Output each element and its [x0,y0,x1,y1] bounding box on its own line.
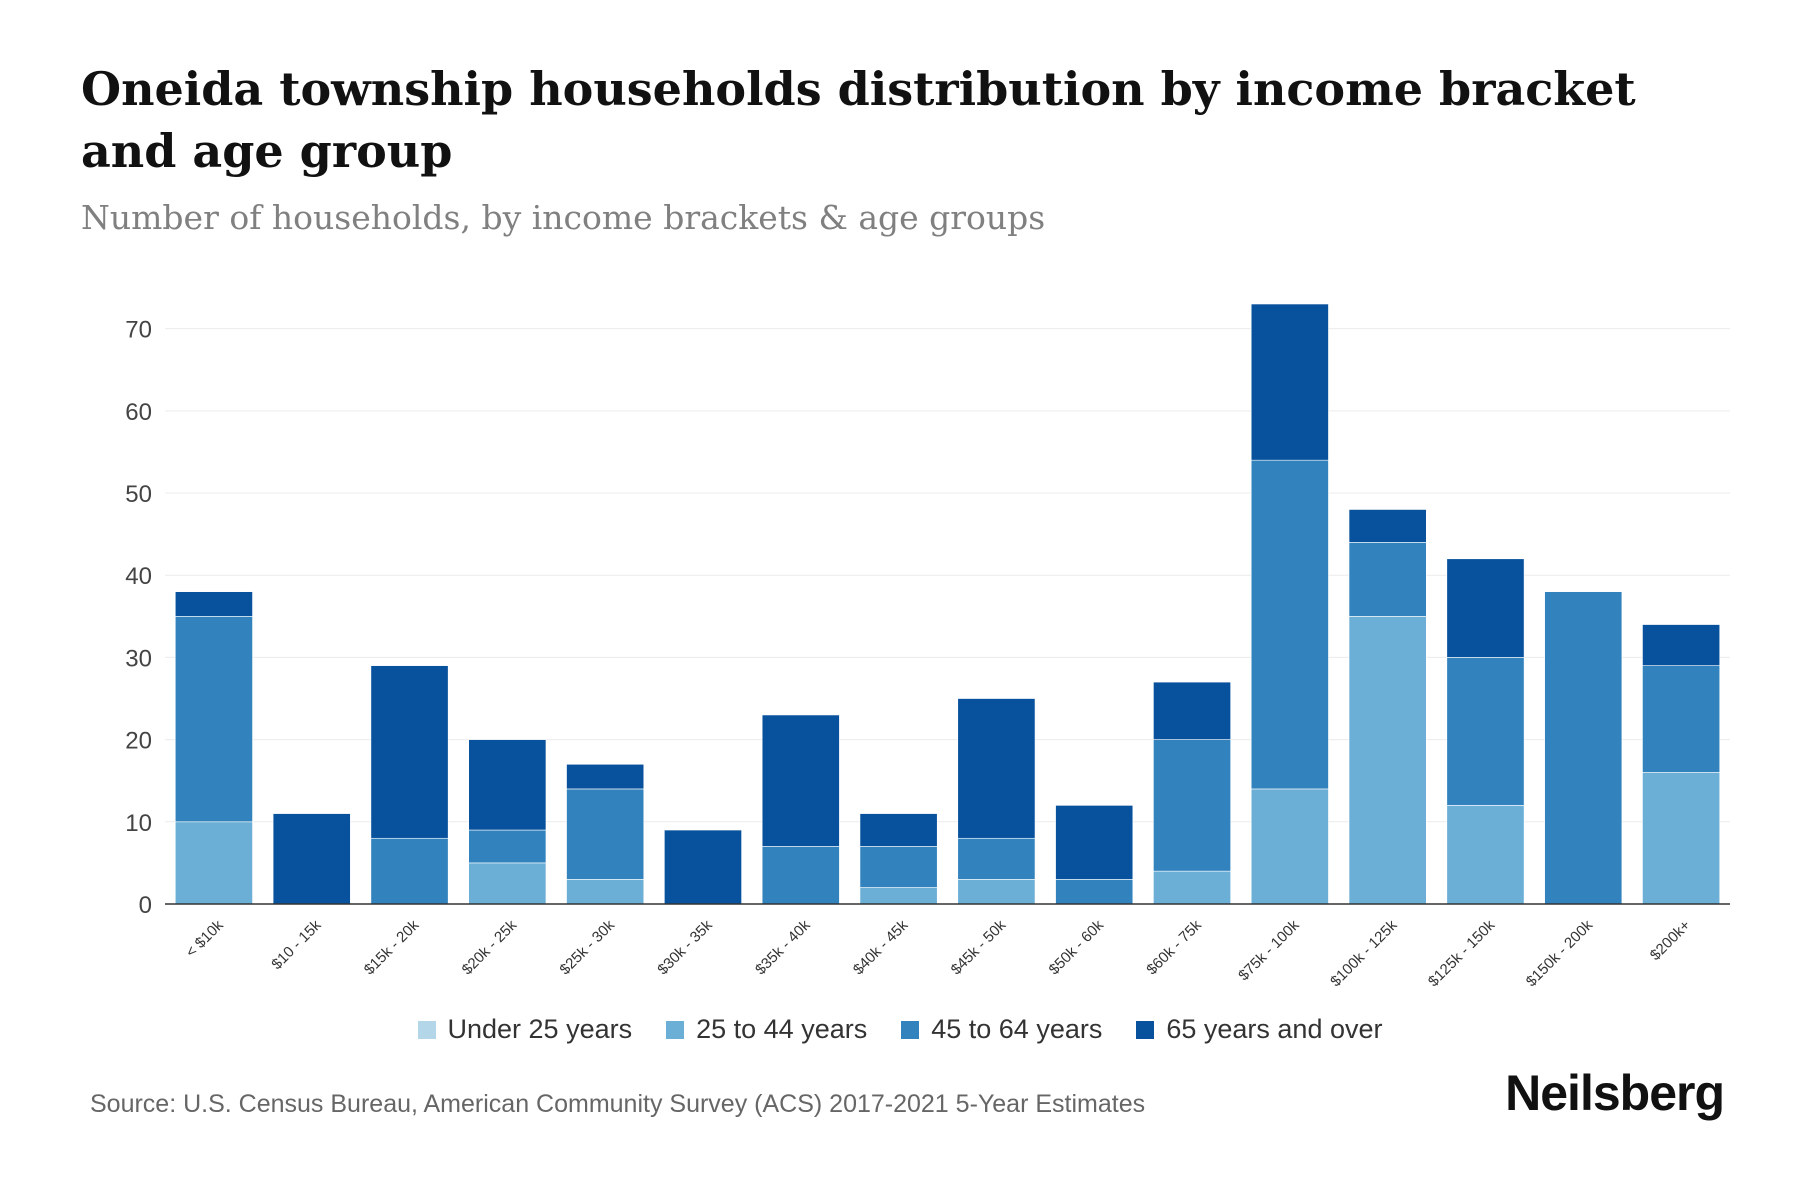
legend-swatch [417,1020,436,1039]
bar-segment [1348,616,1427,905]
bar-segment [566,879,645,905]
bar-segment [1055,805,1134,880]
x-tick-label: $40k - 45k [850,916,912,978]
bar-segment [1446,558,1525,658]
bar-segment [1250,788,1329,905]
bar-segment [1153,870,1231,905]
legend: Under 25 years 25 to 44 years 45 to 64 yea… [0,1014,1800,1045]
bar-segment [957,879,1036,905]
bar-segment [957,698,1036,839]
x-tick-label: < $10k [183,916,228,961]
bar-segment [1446,657,1525,806]
bar-segment [859,846,938,888]
legend-label: 45 to 64 years [931,1014,1103,1044]
x-tick-label: $10 - 15k [268,916,325,973]
legend-swatch [1136,1020,1155,1039]
x-tick-label: $75k - 100k [1235,916,1303,984]
bar-segment [1642,665,1721,773]
x-tick-label: $15k - 20k [361,916,423,978]
bar-segment [761,714,840,847]
legend-swatch [666,1020,685,1039]
bar-segment [1446,805,1525,905]
bar-segment [1642,772,1721,905]
chart-subtitle: Number of households, by income brackets… [81,198,1046,237]
y-tick-label: 40 [125,563,152,590]
bar-segment [468,739,547,831]
x-tick-label: $150k - 200k [1523,916,1597,990]
brand-logo: Neilsberg [1505,1065,1725,1121]
bar-segment [566,763,645,790]
bar-segment [370,837,449,905]
y-tick-label: 60 [125,399,152,426]
x-tick-label: $45k - 50k [948,916,1010,978]
bar-segment [370,665,449,839]
x-tick-label: $60k - 75k [1143,916,1205,978]
x-tick-label: $50k - 60k [1045,916,1107,978]
bar-segment [174,591,253,617]
legend-label: Under 25 years [447,1014,633,1044]
x-tick-label: $125k - 150k [1425,916,1499,990]
bars [174,303,1721,905]
source-note: Source: U.S. Census Bureau, American Com… [90,1090,1146,1118]
y-tick-label: 10 [125,810,152,837]
y-tick-label: 50 [125,481,152,508]
chart-title: Oneida township households distribution … [81,62,1636,178]
bar-segment [566,788,645,880]
bar-segment [1642,624,1721,666]
legend-swatch [901,1020,920,1039]
bar-segment [1250,303,1329,461]
y-tick-label: 70 [125,317,152,344]
bar-segment [1348,542,1427,617]
y-tick-label: 0 [139,892,152,919]
bar-segment [1544,591,1623,905]
bar-segment [1153,739,1231,872]
x-tick-label: $100k - 125k [1327,916,1401,990]
bar-segment [664,829,742,905]
bar-segment [468,829,547,864]
x-tick-label: $35k - 40k [752,916,814,978]
legend-item: Under 25 years [417,1014,633,1045]
bar-segment [859,813,938,847]
legend-label: 25 to 44 years [696,1014,868,1044]
legend-item: 25 to 44 years [666,1014,867,1045]
bar-segment [859,887,938,905]
legend-label: 65 years and over [1166,1014,1383,1044]
x-tick-label: $20k - 25k [459,916,521,978]
x-tick-label: $30k - 35k [654,916,716,978]
bar-segment [468,862,547,905]
y-tick-label: 30 [125,645,152,672]
legend-item: 65 years and over [1136,1014,1383,1045]
y-tick-label: 20 [125,728,152,755]
bar-segment [1153,681,1231,740]
bar-segment [1250,459,1329,790]
bar-segment [174,821,253,905]
bar-segment [1055,879,1134,905]
bar-segment [1348,509,1427,543]
x-tick-label: $200k+ [1647,917,1694,964]
bar-segment [957,837,1036,880]
x-tick-label: $25k - 30k [556,916,618,978]
bar-segment [761,846,840,905]
bar-segment [272,813,351,905]
legend-item: 45 to 64 years [901,1014,1102,1045]
bar-segment [174,616,253,823]
